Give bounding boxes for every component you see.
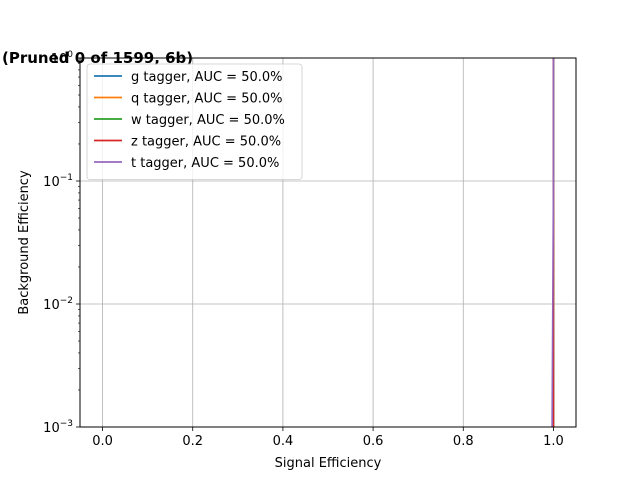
x-tick-label: 0.0 xyxy=(92,434,113,449)
legend-label: w tagger, AUC = 50.0% xyxy=(131,113,285,128)
legend-label: g tagger, AUC = 50.0% xyxy=(131,70,283,85)
legend-label: t tagger, AUC = 50.0% xyxy=(131,156,279,171)
x-tick-label: 0.2 xyxy=(182,434,203,449)
x-tick-label: 0.8 xyxy=(453,434,474,449)
x-tick-label: 0.4 xyxy=(273,434,294,449)
legend-label: q tagger, AUC = 50.0% xyxy=(131,92,283,107)
legend-label: z tagger, AUC = 50.0% xyxy=(131,135,281,150)
legend: g tagger, AUC = 50.0% q tagger, AUC = 50.… xyxy=(86,63,303,180)
y-axis-label: Background Efficiency xyxy=(17,170,32,315)
x-tick-label: 0.6 xyxy=(363,434,384,449)
series-line xyxy=(551,58,555,428)
y-tick-label: 10−1 xyxy=(43,173,73,190)
y-tick-label: 10−2 xyxy=(43,296,73,313)
x-axis-label: Signal Efficiency xyxy=(275,456,382,471)
axes-frame xyxy=(79,57,577,428)
x-tick-label: 1.0 xyxy=(543,434,564,449)
chart-title: (Pruned 0 of 1599, 6b) xyxy=(2,49,193,67)
y-tick-label: 10−3 xyxy=(43,419,73,436)
series-lines xyxy=(551,58,555,428)
legend-box xyxy=(86,63,303,180)
